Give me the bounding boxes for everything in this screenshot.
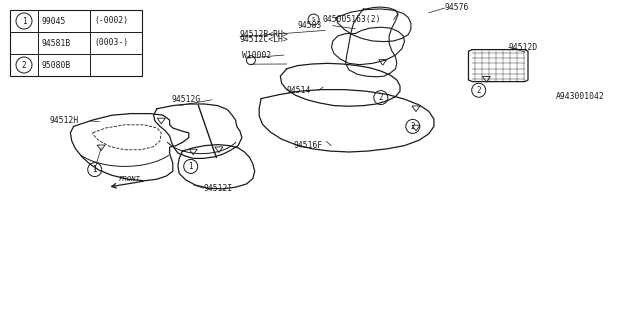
Text: A943001042: A943001042	[556, 92, 604, 101]
Text: S: S	[312, 17, 316, 22]
Text: 2: 2	[410, 122, 415, 131]
Text: 94576: 94576	[445, 4, 469, 12]
Bar	[10, 10, 142, 76]
Text: W10002: W10002	[242, 51, 271, 60]
Text: 045005163(2): 045005163(2)	[323, 15, 381, 24]
Text: 1: 1	[92, 165, 97, 174]
Text: 2: 2	[476, 86, 481, 95]
Text: 94512H: 94512H	[50, 116, 79, 125]
Text: 99045: 99045	[42, 17, 67, 26]
Text: 2: 2	[378, 93, 383, 102]
Text: 94581B: 94581B	[42, 38, 71, 47]
Text: 94512I: 94512I	[204, 184, 233, 193]
Text: FRONT: FRONT	[118, 176, 140, 182]
Text: 2: 2	[22, 60, 26, 69]
Text: 1: 1	[22, 17, 26, 26]
Text: 94512G: 94512G	[172, 95, 201, 104]
Text: (-0002): (-0002)	[94, 17, 128, 26]
Text: 94516F: 94516F	[293, 141, 323, 150]
Text: 1: 1	[188, 162, 193, 171]
Text: (0003-): (0003-)	[94, 38, 128, 47]
Text: 94512D: 94512D	[509, 43, 538, 52]
Text: 94512B<RH>: 94512B<RH>	[240, 30, 289, 39]
Text: 95080B: 95080B	[42, 60, 71, 69]
Text: 94583: 94583	[298, 21, 322, 30]
Text: 94514: 94514	[287, 86, 311, 95]
Text: 94512C<LH>: 94512C<LH>	[240, 35, 289, 44]
